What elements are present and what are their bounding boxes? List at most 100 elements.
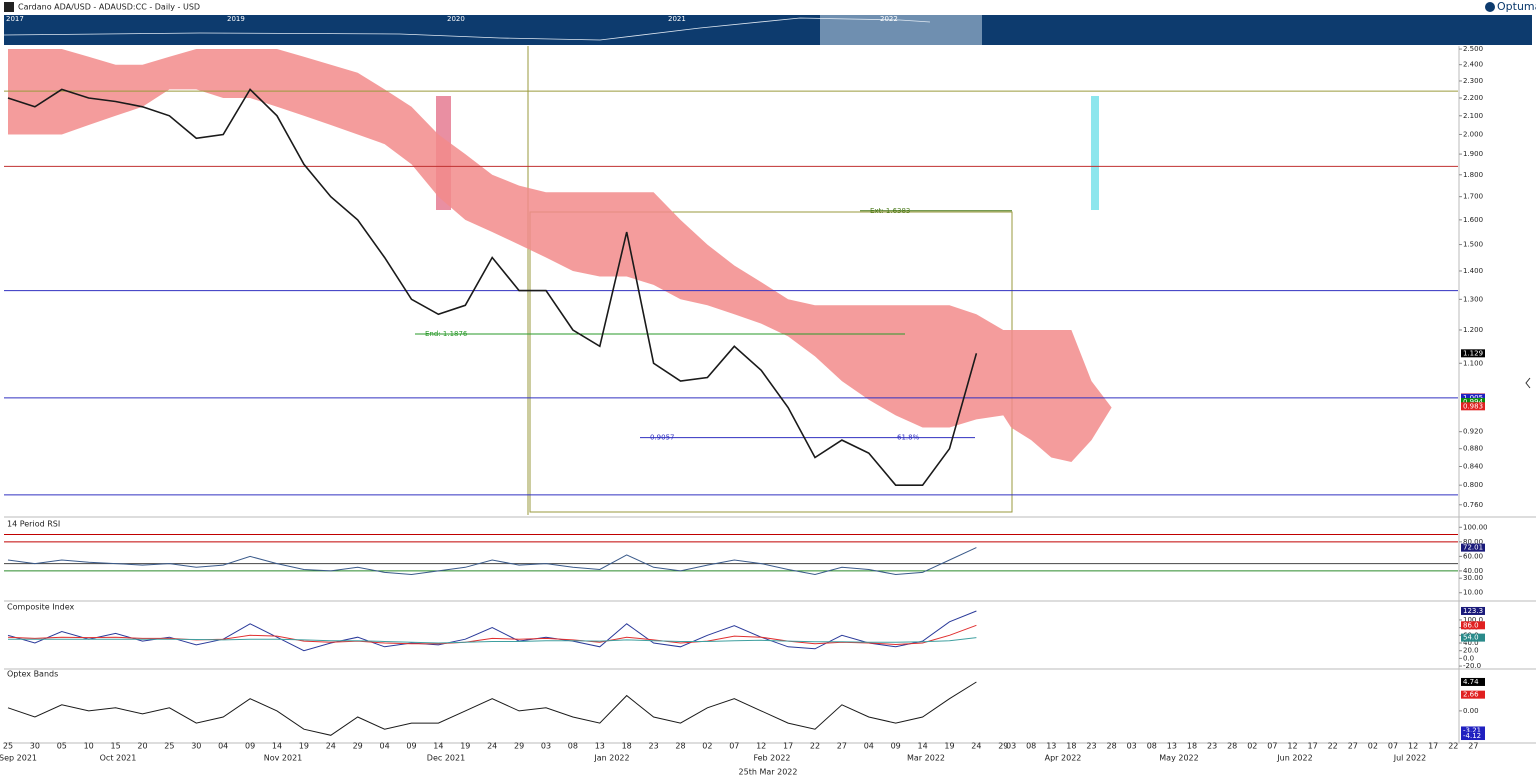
x-tick-label: 27 [837,742,847,751]
y-tick-label: 0.760 [1463,501,1483,509]
x-tick-label: 08 [568,742,578,751]
x-tick-label: 19 [460,742,470,751]
x-tick-label: 22 [1328,742,1338,751]
price-tag [1461,398,1485,407]
x-tick-label: 29 [353,742,363,751]
y-tick-label: 40.00 [1463,567,1483,575]
x-tick-label: 14 [272,742,282,751]
y-tick-label: 1.100 [1463,359,1483,367]
navigator-window[interactable] [820,15,982,45]
y-tick-label: 1.300 [1463,295,1483,303]
x-tick-label: 03 [1006,742,1016,751]
price-tag-label: 86.0 [1463,621,1479,629]
y-tick-label: 0.800 [1463,481,1483,489]
x-tick-label: 03 [1127,742,1137,751]
x-tick-label: 17 [783,742,793,751]
x-tick-label: 02 [1368,742,1378,751]
x-tick-label: 27 [1348,742,1358,751]
x-caption: 25th Mar 2022 [739,768,798,777]
x-tick-label: 24 [326,742,336,751]
x-tick-label: 12 [1408,742,1418,751]
side-toggle[interactable] [1525,377,1531,389]
month-label: Jul 2022 [1393,754,1427,763]
x-tick-label: 04 [864,742,874,751]
x-tick-label: 07 [1267,742,1277,751]
x-tick-label: 18 [1066,742,1076,751]
y-tick-label: 0.840 [1463,462,1483,470]
month-label: May 2022 [1159,754,1198,763]
menu-icon[interactable] [4,2,14,12]
panel-title: Optex Bands [7,670,58,679]
series-line [7,681,977,736]
y-tick-label: 10.00 [1463,589,1483,597]
x-tick-label: 13 [595,742,605,751]
cloud [8,49,1112,462]
series-line [7,88,978,486]
x-tick-label: 09 [245,742,255,751]
month-label: Sep 2021 [0,754,37,763]
y-tick-label: 60.00 [1463,552,1483,560]
x-tick-label: 08 [1147,742,1157,751]
series-line [8,637,977,644]
navigator[interactable] [4,15,1532,45]
x-tick-label: 17 [1428,742,1438,751]
price-tag-label: 1.005 [1463,394,1483,402]
x-tick-label: 23 [1207,742,1217,751]
x-tick-label: 05 [57,742,67,751]
month-label: Jun 2022 [1276,754,1312,763]
navigator-year: 2017 [6,15,24,23]
x-tick-label: 29 [514,742,524,751]
time-zone [1091,96,1099,210]
y-tick-label: 2.500 [1463,45,1483,53]
fib-label: Ext: 1.6383 [870,207,910,215]
price-tag [1461,677,1485,686]
y-tick-label: 2.100 [1463,112,1483,120]
fib-label: 0.9057 [650,434,675,442]
x-tick-label: 10 [84,742,94,751]
x-tick-label: 18 [1187,742,1197,751]
y-tick-label: 1.800 [1463,171,1483,179]
x-tick-label: 02 [1247,742,1257,751]
y-tick-label: 80.00 [1463,538,1483,546]
y-tick-label: 0.0 [1463,654,1474,662]
x-tick-label: 29 [998,742,1008,751]
x-tick-label: 18 [622,742,632,751]
x-tick-label: 04 [218,742,228,751]
price-tag [1461,732,1485,741]
month-label: Mar 2022 [907,754,945,763]
price-tag-label: 72.01 [1463,544,1483,552]
price-tag [1461,606,1485,615]
x-tick-label: 25 [164,742,174,751]
header-bar [0,0,1536,14]
x-tick-label: 13 [1167,742,1177,751]
x-tick-label: 07 [729,742,739,751]
y-tick-label: 2.200 [1463,94,1483,102]
month-label: Jan 2022 [593,754,629,763]
y-tick-label: 2.400 [1463,61,1483,69]
x-tick-label: 27 [1468,742,1478,751]
month-label: Apr 2022 [1045,754,1082,763]
y-tick-label: 1.400 [1463,267,1483,275]
navigator-year: 2021 [668,15,686,23]
y-tick-label: 1.600 [1463,216,1483,224]
chart-title: Cardano ADA/USD - ADAUSD:CC - Daily - US… [18,3,200,12]
price-tag-label: 0.983 [1463,402,1483,410]
x-tick-label: 14 [918,742,928,751]
navigator-line [3,17,931,41]
series-line [7,547,977,576]
x-tick-label: 04 [380,742,390,751]
x-tick-label: 09 [891,742,901,751]
fib-ratio: 61.8% [897,434,920,442]
x-tick-label: 14 [433,742,443,751]
price-tag-label: 54.0 [1463,634,1479,642]
x-tick-label: 09 [406,742,416,751]
x-tick-label: 23 [1086,742,1096,751]
month-label: Feb 2022 [753,754,790,763]
x-tick-label: 30 [191,742,201,751]
x-tick-label: 12 [1287,742,1297,751]
y-tick-label: 0.880 [1463,445,1483,453]
y-tick-label: 1.500 [1463,241,1483,249]
x-tick-label: 20 [137,742,147,751]
y-tick-label: 0.920 [1463,428,1483,436]
